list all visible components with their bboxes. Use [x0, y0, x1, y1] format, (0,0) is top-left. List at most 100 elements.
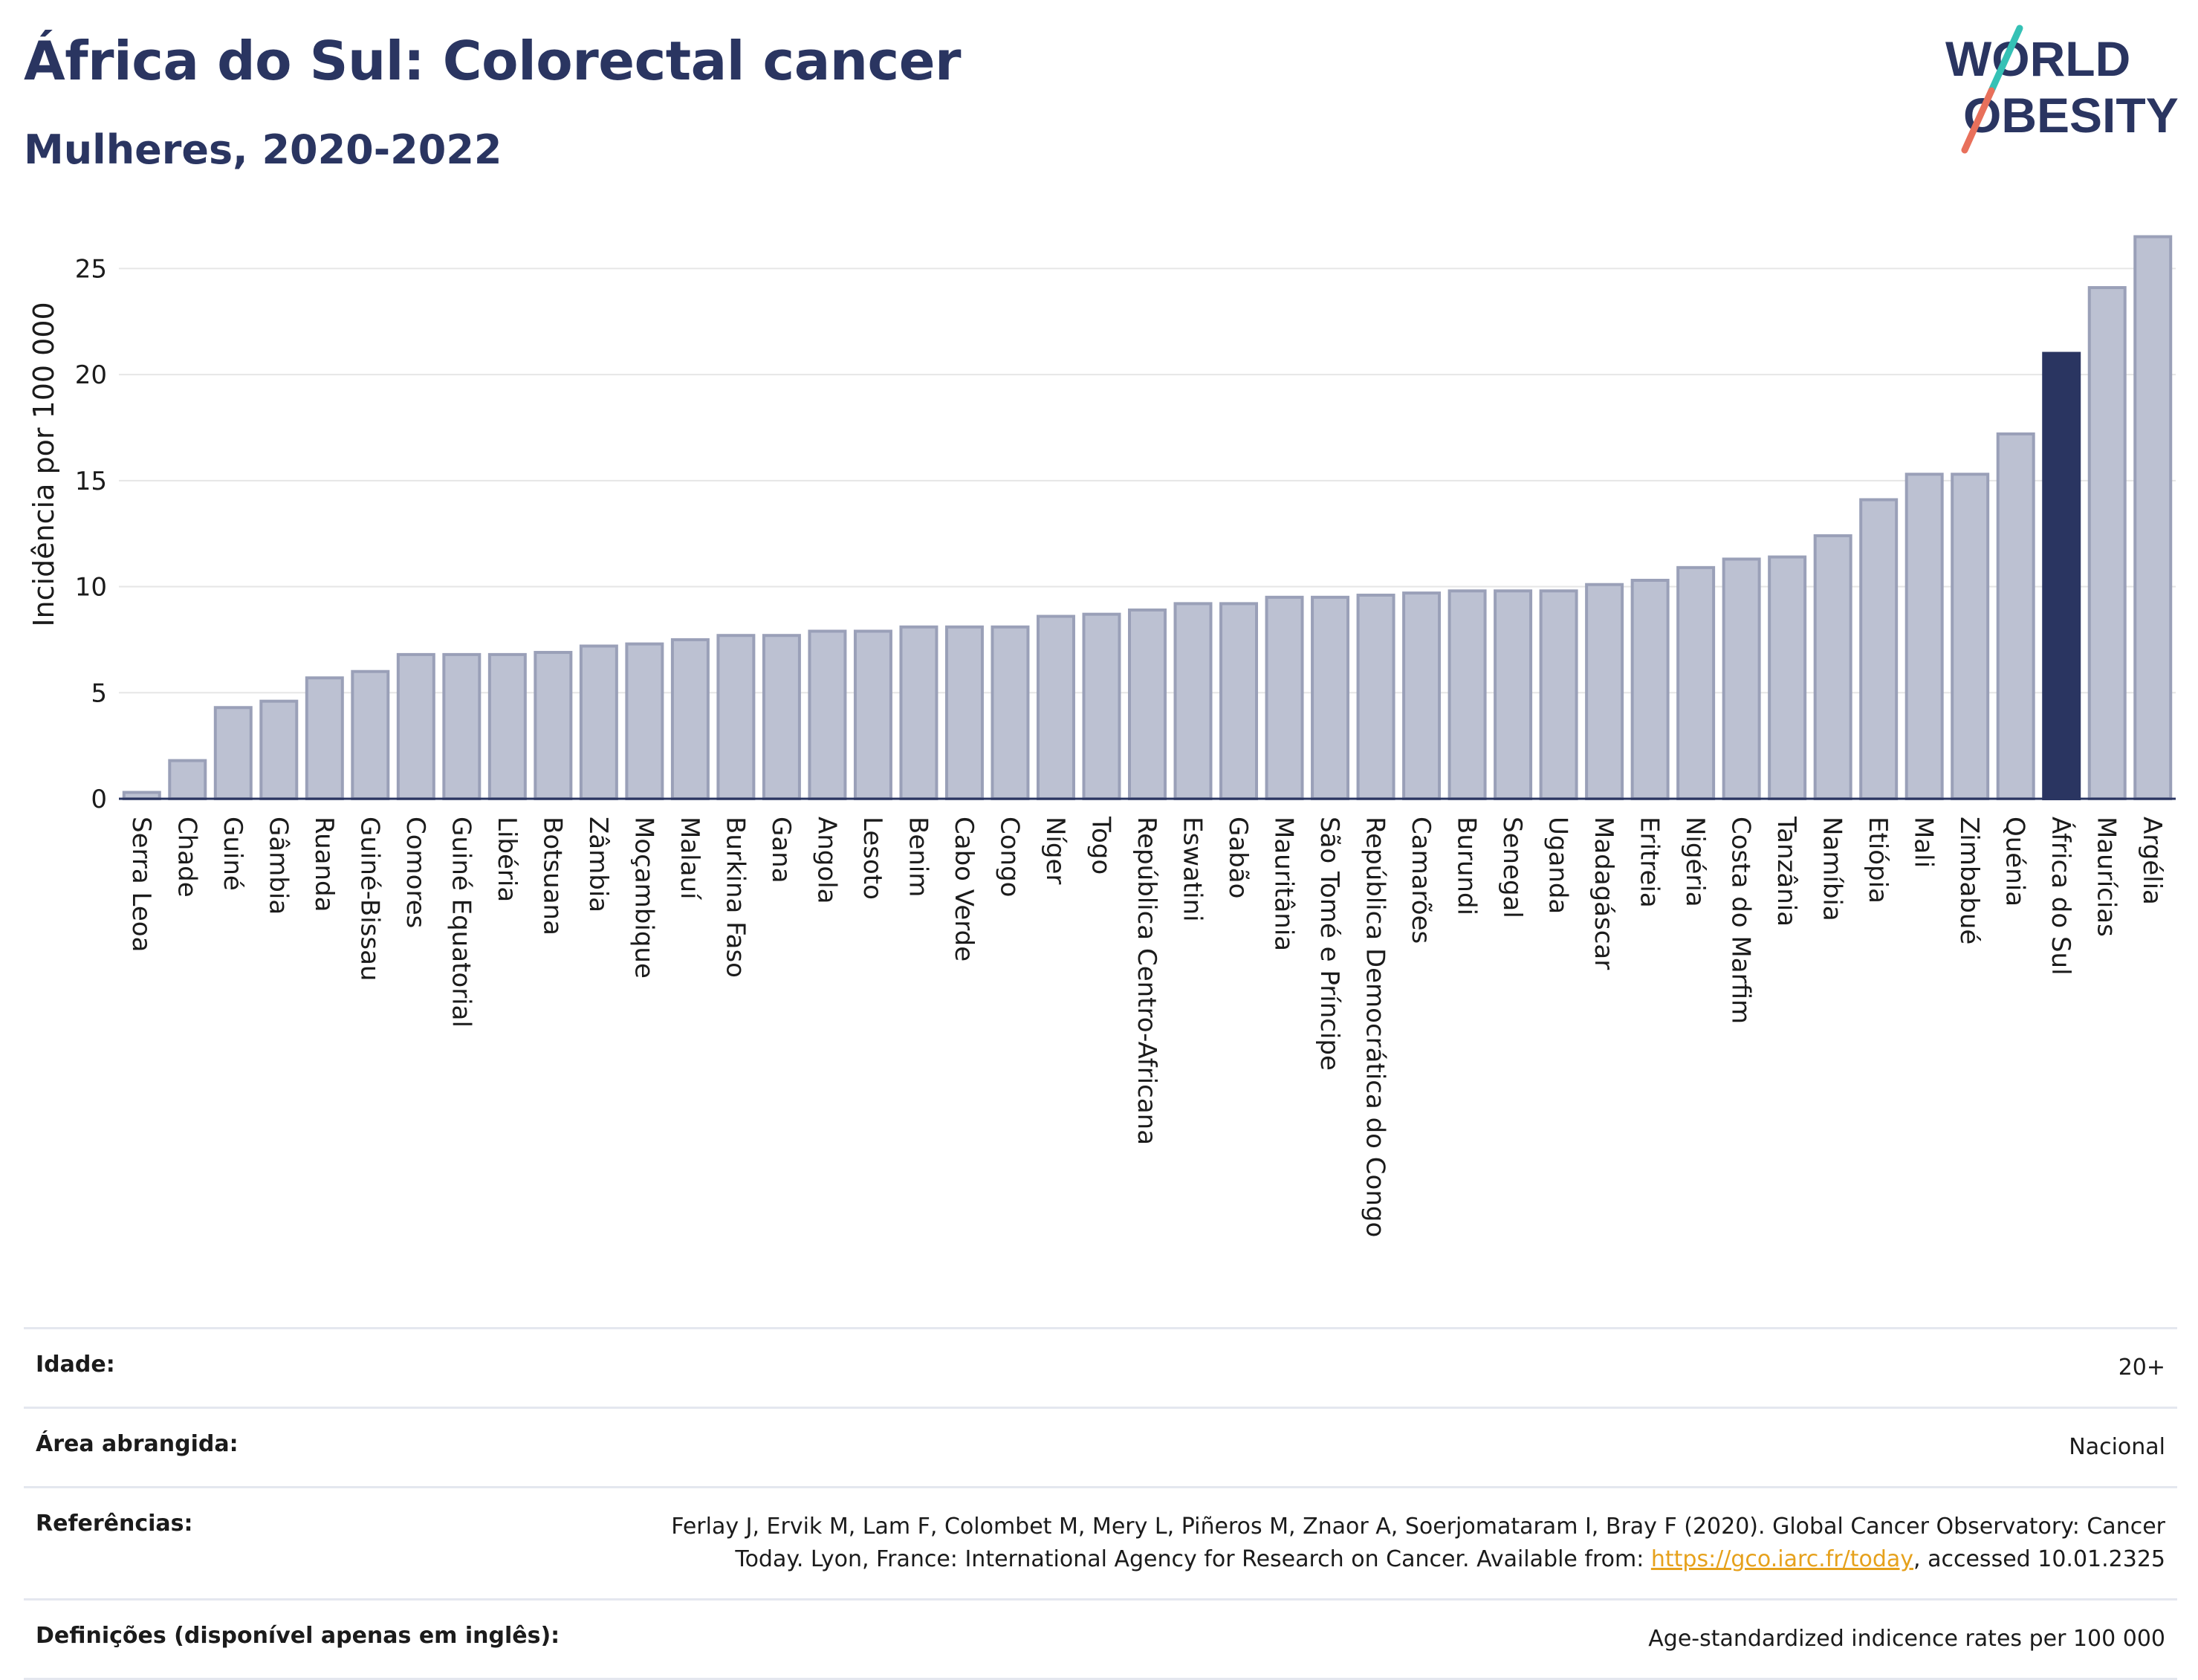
- x-tick-label: Eritreia: [1635, 817, 1664, 908]
- bar: [168, 759, 207, 800]
- bar: [1539, 589, 1578, 800]
- bar: [1813, 534, 1852, 800]
- bar: [1447, 589, 1487, 800]
- x-tick-label: Madagáscar: [1589, 817, 1618, 970]
- x-tick-label: Níger: [1040, 817, 1070, 884]
- x-tick-label: Chade: [172, 817, 201, 898]
- y-tick-label: 15: [75, 467, 107, 496]
- x-tick-label: Mauritânia: [1269, 817, 1299, 951]
- bar: [1859, 498, 1899, 800]
- x-tick-label: República Centro-Africana: [1132, 817, 1161, 1145]
- bar: [625, 642, 664, 800]
- bar: [670, 638, 710, 801]
- x-tick-label: Burkina Faso: [720, 817, 750, 978]
- x-tick-label: Senegal: [1497, 817, 1527, 918]
- references-label: Referências:: [36, 1511, 193, 1537]
- reference-link[interactable]: https://gco.iarc.fr/today: [1650, 1546, 1914, 1572]
- bar: [1128, 608, 1167, 800]
- bar: [853, 629, 892, 800]
- x-tick-label: Guiné-Bissau: [354, 817, 384, 981]
- x-tick-label: Zimbabué: [1954, 817, 1984, 944]
- bar: [1219, 602, 1259, 801]
- x-tick-label: Etiópia: [1863, 817, 1893, 904]
- x-tick-label: Comores: [401, 817, 430, 928]
- x-tick-label: Benim: [903, 817, 933, 897]
- x-tick-label: Malauí: [675, 817, 704, 901]
- bar: [1585, 583, 1624, 800]
- bar: [1630, 578, 1670, 800]
- bar: [2133, 235, 2173, 800]
- x-tick-label: Serra Leoa: [126, 817, 156, 952]
- x-tick-label: Maurícias: [2092, 817, 2121, 937]
- bar: [2042, 351, 2081, 800]
- bar: [716, 634, 756, 801]
- x-tick-label: Botsuana: [537, 817, 567, 935]
- info-row-references: Referências: Ferlay J, Ervik M, Lam F, C…: [24, 1487, 2177, 1600]
- x-tick-labels: Serra Leoa Chade Guiné Gâmbia Ruanda Guiné-Bi…: [126, 816, 2167, 1237]
- x-tick-label: Camarões: [1406, 817, 1436, 944]
- x-tick-label: Gâmbia: [263, 817, 293, 915]
- x-tick-label: São Tomé e Príncipe: [1314, 817, 1344, 1071]
- info-table: Idade: 20+ Área abrangida: Nacional Refe…: [24, 1327, 2177, 1680]
- x-tick-label: Nigéria: [1680, 817, 1710, 907]
- bar: [1951, 473, 1990, 800]
- y-tick-label: 5: [91, 678, 107, 708]
- bar-chart: Incidência por 100 000 0 5 10 15 20 25 Serra …: [27, 235, 2176, 1237]
- x-tick-label: Gabão: [1223, 817, 1253, 898]
- x-tick-label: Uganda: [1543, 817, 1573, 914]
- svg-text:WORLD: WORLD: [1945, 31, 2130, 86]
- bar: [1311, 595, 1350, 800]
- x-tick-label: Tanzânia: [1771, 816, 1801, 927]
- bar: [762, 634, 801, 801]
- bar: [487, 652, 527, 801]
- x-tick-label: Costa do Marfim: [1726, 817, 1756, 1024]
- bar: [899, 625, 938, 800]
- bar: [1768, 555, 1807, 800]
- x-tick-label: Togo: [1086, 816, 1115, 875]
- bar: [442, 652, 482, 801]
- x-tick-label: Gana: [766, 817, 796, 883]
- bar: [1356, 593, 1395, 800]
- x-tick-label: Quénia: [2000, 817, 2030, 907]
- info-row-definitions: Definições (disponível apenas em inglês)…: [24, 1599, 2177, 1679]
- references-value: Ferlay J, Ervik M, Lam F, Colombet M, Me…: [571, 1488, 2177, 1600]
- bar: [1402, 591, 1442, 800]
- x-tick-label: República Democrática do Congo: [1361, 817, 1390, 1237]
- bar: [351, 669, 390, 801]
- x-tick-label: Moçambique: [629, 817, 658, 979]
- bar: [1265, 595, 1304, 800]
- x-tick-label: Namíbia: [1818, 817, 1847, 921]
- bar: [305, 676, 344, 800]
- area-label: Área abrangida:: [36, 1431, 239, 1457]
- chart-title: África do Sul: Colorectal cancer: [24, 30, 962, 92]
- x-tick-label: Argélia: [2137, 817, 2167, 905]
- x-tick-label: Angola: [811, 817, 841, 904]
- bar: [213, 706, 253, 800]
- bar: [579, 644, 618, 800]
- bar: [2087, 286, 2127, 800]
- bar: [1036, 614, 1075, 800]
- bar: [1904, 473, 1944, 800]
- x-tick-label: Ruanda: [309, 817, 339, 912]
- x-tick-label: Congo: [994, 817, 1024, 897]
- x-tick-label: Guiné: [218, 817, 247, 891]
- info-row-area: Área abrangida: Nacional: [24, 1407, 2177, 1488]
- bar: [259, 699, 299, 801]
- bar: [1722, 557, 1761, 800]
- y-axis-label: Incidência por 100 000: [27, 302, 60, 626]
- y-tick-label: 20: [75, 360, 107, 390]
- bar: [991, 625, 1030, 800]
- x-tick-label: Guiné Equatorial: [446, 817, 476, 1028]
- x-tick-label: Libéria: [492, 817, 522, 902]
- reference-text-3: , accessed 10.01.2325: [1913, 1546, 2165, 1572]
- reference-text-2: Today. Lyon, France: International Agenc…: [735, 1546, 1644, 1572]
- bar: [1996, 432, 2035, 800]
- info-row-age: Idade: 20+: [24, 1328, 2177, 1408]
- x-tick-label: Burundi: [1452, 817, 1482, 915]
- chart-subtitle: Mulheres, 2020-2022: [24, 126, 502, 173]
- x-tick-label: Zâmbia: [583, 817, 613, 912]
- age-value: 20+: [2118, 1355, 2165, 1381]
- x-tick-label: Eswatini: [1178, 817, 1207, 922]
- reference-text-1: Ferlay J, Ervik M, Lam F, Colombet M, Me…: [671, 1514, 2165, 1540]
- bar: [534, 651, 573, 801]
